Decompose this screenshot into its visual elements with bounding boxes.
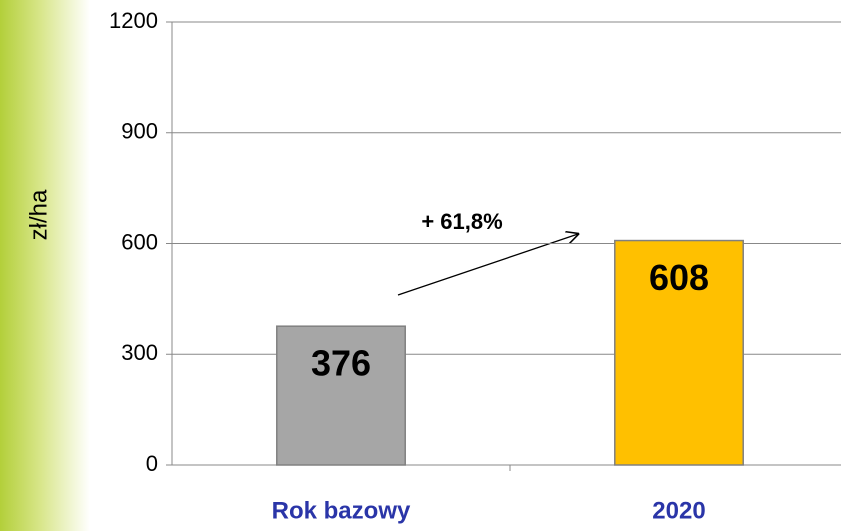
x-tick-label: 2020 [652, 497, 705, 524]
y-tick-label: 600 [121, 229, 158, 254]
annotation: + 61,8% [421, 209, 502, 234]
y-tick-label: 0 [146, 451, 158, 476]
value-label: 376 [311, 343, 371, 384]
y-axis-label: zł/ha [25, 189, 52, 240]
bar [614, 239, 744, 466]
bar [276, 325, 406, 466]
y-tick-label: 1200 [109, 8, 158, 33]
growth-arrow [397, 234, 578, 296]
x-tick-label: Rok bazowy [272, 497, 411, 524]
y-tick-label: 900 [121, 119, 158, 144]
y-tick-label: 300 [121, 340, 158, 365]
side-strip [0, 0, 90, 531]
value-label: 608 [649, 257, 709, 298]
